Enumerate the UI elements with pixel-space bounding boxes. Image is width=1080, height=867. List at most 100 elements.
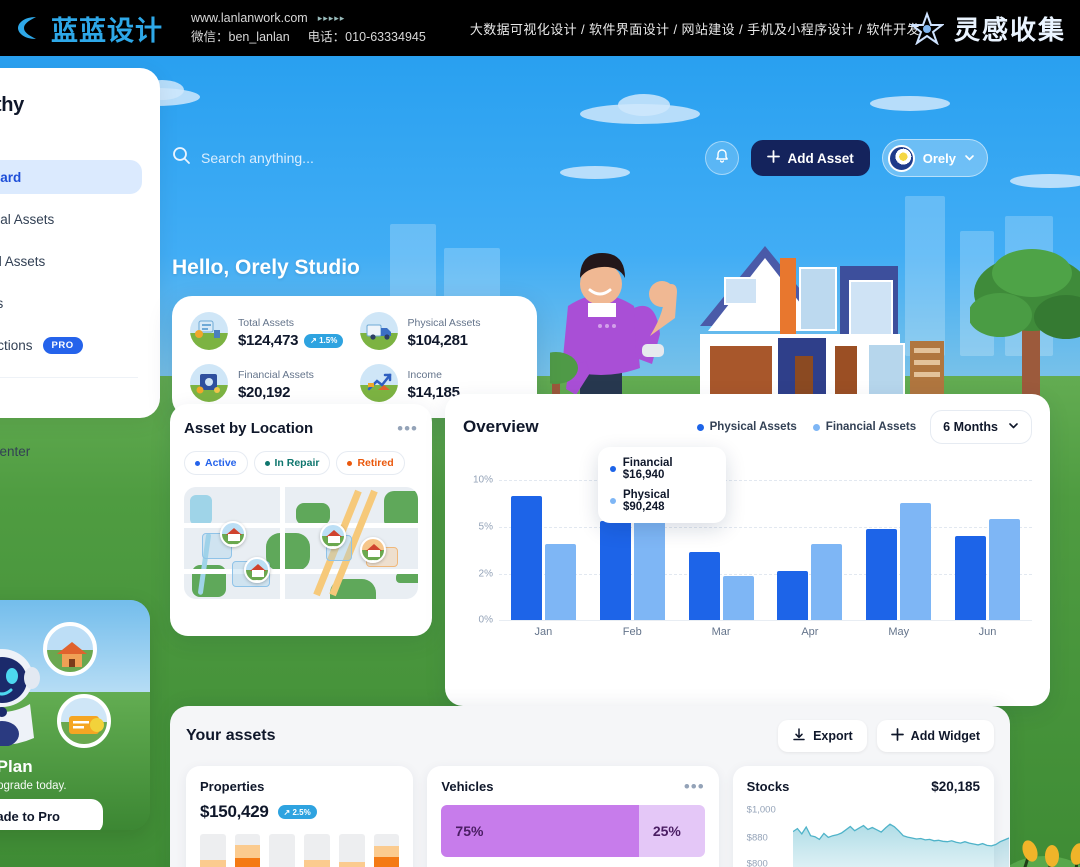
- main-content: Add Asset Orely: [160, 56, 1050, 867]
- search-bar[interactable]: [172, 146, 705, 170]
- properties-bar[interactable]: [269, 834, 296, 867]
- time-range-select[interactable]: 6 Months: [930, 410, 1032, 444]
- sidebar-divider: [0, 377, 138, 378]
- grid-line: [499, 527, 1032, 528]
- chip-retired[interactable]: Retired: [336, 451, 405, 475]
- overview-header: Overview Physical Assets Financial Asset…: [463, 410, 1032, 444]
- export-button[interactable]: Export: [778, 720, 867, 752]
- y-tick-label: $800: [746, 858, 768, 867]
- properties-bar[interactable]: [304, 834, 330, 867]
- bar-group[interactable]: [854, 480, 943, 620]
- brand-contact: www.lanlanwork.com ▸▸▸▸▸ 微信：ben_lanlan 电…: [191, 11, 426, 45]
- sidebar-item-label: shboard: [0, 169, 22, 185]
- dashboard-topbar: Add Asset Orely: [160, 130, 1000, 186]
- map-pin-active[interactable]: [220, 521, 246, 547]
- chart-bar[interactable]: [599, 521, 631, 620]
- add-widget-button[interactable]: Add Widget: [876, 720, 994, 752]
- chart-bar[interactable]: [955, 536, 987, 620]
- map-water: [190, 495, 212, 525]
- card-title: Properties: [200, 779, 265, 794]
- stat-label: Physical Assets: [407, 317, 481, 329]
- chart-bar[interactable]: [722, 576, 754, 620]
- sidebar-item-physical-assets[interactable]: ysical Assets: [0, 244, 142, 278]
- stat-income[interactable]: Income $14,185: [359, 364, 520, 402]
- safe-icon: [190, 364, 228, 402]
- y-tick-label: $880: [746, 832, 768, 844]
- stat-financial-assets[interactable]: Financial Assets $20,192: [190, 364, 350, 402]
- chip-active[interactable]: Active: [184, 451, 248, 475]
- robot-mascot-icon: [0, 638, 44, 747]
- stat-physical-assets[interactable]: Physical Assets $104,281: [359, 312, 520, 350]
- sidebar-item-dashboard[interactable]: shboard: [0, 160, 142, 194]
- y-axis: 10% 5% 2% 0%: [463, 475, 497, 626]
- bell-icon: [714, 148, 730, 169]
- bar-group[interactable]: [765, 480, 854, 620]
- trend-badge: ↗ 1.5%: [304, 333, 344, 348]
- upgrade-plan-card[interactable]: Upgrade Plan AI Features, Upgrade today.…: [0, 600, 150, 830]
- properties-bar-upper: [200, 859, 226, 867]
- export-label: Export: [813, 729, 853, 743]
- properties-bar-upper: [304, 859, 330, 867]
- stat-total-assets[interactable]: Total Assets $124,473 ↗ 1.5%: [190, 312, 350, 350]
- stocks-sparkline: [792, 823, 1009, 867]
- legend-dot-icon: [812, 423, 820, 431]
- map-road: [184, 569, 418, 574]
- chevron-down-icon: [1008, 420, 1019, 434]
- y-tick-label: 10%: [472, 474, 493, 486]
- user-menu-button[interactable]: Orely: [881, 139, 988, 177]
- bar-group[interactable]: [943, 480, 1032, 620]
- chart-bar[interactable]: [989, 518, 1021, 620]
- x-tick-label: May: [888, 626, 910, 638]
- brand-right-logo: 灵感收集: [909, 0, 1066, 56]
- search-input[interactable]: [201, 150, 501, 166]
- upgrade-to-pro-button[interactable]: Upgrade to Pro: [0, 799, 103, 830]
- bar-group[interactable]: [677, 480, 766, 620]
- map-park: [296, 503, 330, 525]
- tooltip-row-financial: Financial $16,940: [610, 457, 714, 481]
- sidebar-item-help-center[interactable]: elp Center: [0, 434, 142, 468]
- sidebar-item-insights[interactable]: sights: [0, 286, 142, 320]
- properties-bar[interactable]: [338, 834, 365, 867]
- properties-bar-chart: [200, 834, 400, 867]
- chart-bar[interactable]: [633, 513, 665, 620]
- chart-bar[interactable]: [866, 528, 898, 620]
- cloud-icon: [618, 94, 670, 116]
- map-pin-retired[interactable]: [360, 537, 386, 563]
- map-pin-active[interactable]: [244, 557, 270, 583]
- chip-in-repair[interactable]: In Repair: [253, 451, 331, 475]
- chart-bar[interactable]: [777, 570, 809, 620]
- sidebar-item-financial-assets[interactable]: nancial Assets: [0, 202, 142, 236]
- add-asset-button[interactable]: Add Asset: [751, 140, 870, 176]
- properties-bar[interactable]: [234, 834, 261, 867]
- chart-bar[interactable]: [900, 502, 932, 620]
- your-assets-panel: Your assets Export Add Widget Properties: [170, 706, 1010, 867]
- chart-legend: Physical Assets Financial Assets: [696, 421, 917, 433]
- sidebar-item-transactions[interactable]: ansactions PRO: [0, 328, 142, 363]
- stat-label: Total Assets: [238, 317, 295, 329]
- chart-bar[interactable]: [688, 552, 720, 620]
- legend-item-financial: Financial Assets: [812, 421, 917, 433]
- map-pin-active[interactable]: [320, 523, 346, 549]
- chart-bar[interactable]: [510, 495, 542, 620]
- more-horizontal-icon[interactable]: •••: [397, 418, 418, 438]
- chart-bar[interactable]: [544, 544, 576, 620]
- bar-group[interactable]: [588, 480, 677, 620]
- legend-label: Financial Assets: [825, 421, 917, 433]
- bar-group[interactable]: [499, 480, 588, 620]
- chart-bar[interactable]: [811, 544, 843, 620]
- pro-badge: PRO: [42, 337, 83, 354]
- chip-label: Retired: [357, 457, 394, 469]
- location-map[interactable]: [184, 487, 418, 599]
- properties-bar[interactable]: [200, 834, 226, 867]
- sidebar-item-settings[interactable]: ttings: [0, 392, 142, 426]
- brand-phone: 电话：010-63334945: [307, 29, 426, 44]
- map-road: [280, 487, 285, 599]
- brand-wechat: 微信：ben_lanlan: [191, 29, 290, 44]
- sidebar-bottom-nav: ttings elp Center gout: [0, 392, 142, 510]
- sidebar-brand[interactable]: ealthy: [0, 86, 142, 118]
- map-park: [330, 579, 376, 599]
- properties-bar[interactable]: [373, 834, 400, 867]
- sidebar-item-logout[interactable]: gout: [0, 476, 142, 510]
- notifications-button[interactable]: [705, 141, 740, 175]
- more-horizontal-icon[interactable]: •••: [683, 776, 705, 796]
